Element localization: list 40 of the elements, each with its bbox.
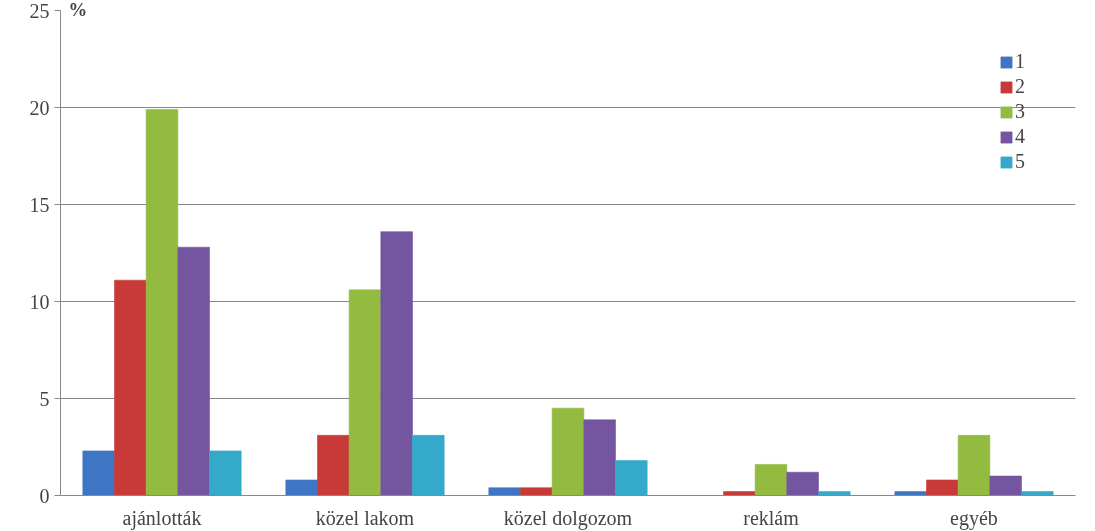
bar — [380, 231, 413, 496]
y-tick-label: 20 — [29, 96, 50, 119]
y-tick-label: 5 — [39, 387, 50, 410]
x-tick-label: ajánlották — [122, 506, 202, 530]
bar — [926, 479, 959, 496]
x-tick-label: közel dolgozom — [503, 506, 633, 530]
bar — [488, 487, 521, 496]
bar — [177, 246, 210, 496]
bar — [551, 407, 585, 496]
y-tick-label: 25 — [29, 0, 50, 22]
bar — [894, 491, 927, 496]
bar — [583, 419, 616, 496]
bar — [786, 471, 819, 496]
bar — [285, 479, 318, 496]
bar — [348, 289, 382, 496]
bar — [989, 475, 1022, 496]
bar — [723, 491, 756, 496]
bar — [412, 435, 445, 496]
bar — [615, 460, 648, 496]
y-tick-label: 15 — [29, 193, 50, 216]
bar — [957, 435, 991, 496]
legend-label: 5 — [1015, 150, 1026, 173]
legend-label: 2 — [1015, 75, 1026, 98]
y-tick-label: 0 — [39, 484, 50, 507]
bar — [1021, 491, 1054, 496]
y-tick-label: 10 — [29, 290, 50, 313]
legend-label: 1 — [1015, 50, 1026, 73]
x-tick-label: egyéb — [950, 506, 998, 530]
bar — [754, 464, 788, 496]
x-tick-label: közel lakom — [315, 506, 415, 529]
bar — [82, 450, 115, 496]
legend-label: 4 — [1015, 125, 1026, 148]
bar — [114, 279, 147, 496]
bar — [209, 450, 242, 496]
bar — [818, 491, 851, 496]
x-tick-label: reklám — [743, 506, 800, 529]
bar — [520, 487, 553, 496]
y-axis-title: % — [68, 0, 88, 20]
bar — [317, 435, 350, 496]
bar — [145, 109, 179, 496]
